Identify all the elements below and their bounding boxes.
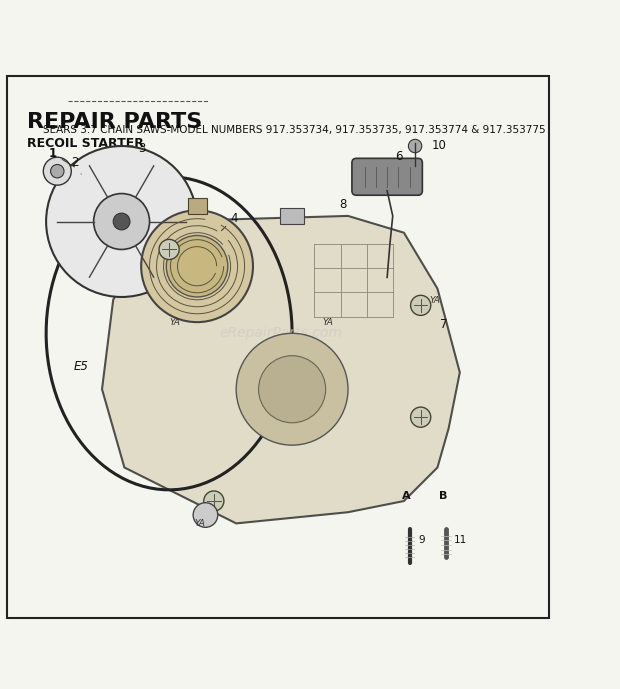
Text: 11: 11 <box>454 535 467 545</box>
FancyBboxPatch shape <box>352 158 422 195</box>
Text: eRepairParts.com: eRepairParts.com <box>219 327 342 340</box>
Text: RECOIL STARTER: RECOIL STARTER <box>27 136 143 150</box>
Circle shape <box>113 213 130 230</box>
Circle shape <box>141 210 253 322</box>
Circle shape <box>46 146 197 297</box>
Text: 2: 2 <box>71 156 81 174</box>
Text: YA: YA <box>169 318 180 327</box>
Circle shape <box>204 491 224 511</box>
Circle shape <box>410 407 431 427</box>
Text: 6: 6 <box>396 150 403 163</box>
Text: YA: YA <box>323 318 334 327</box>
Circle shape <box>236 333 348 445</box>
Text: E5: E5 <box>74 360 89 373</box>
Circle shape <box>159 239 179 260</box>
Text: A: A <box>402 491 411 501</box>
Text: 3: 3 <box>138 142 146 154</box>
Circle shape <box>166 236 228 297</box>
Circle shape <box>409 139 422 153</box>
FancyBboxPatch shape <box>188 198 206 214</box>
Text: 7: 7 <box>440 318 448 331</box>
Text: 5: 5 <box>194 260 206 278</box>
Circle shape <box>94 194 149 249</box>
Circle shape <box>410 296 431 316</box>
Text: 1: 1 <box>49 147 74 167</box>
Circle shape <box>51 165 64 178</box>
Text: 9: 9 <box>418 535 425 545</box>
Circle shape <box>193 503 218 527</box>
Circle shape <box>259 356 326 423</box>
Text: REPAIR PARTS: REPAIR PARTS <box>27 112 202 132</box>
Text: SEARS 3.7 CHAIN SAWS-MODEL NUMBERS 917.353734, 917.353735, 917.353774 & 917.3537: SEARS 3.7 CHAIN SAWS-MODEL NUMBERS 917.3… <box>43 125 546 135</box>
Text: 10: 10 <box>432 138 447 152</box>
Text: 4: 4 <box>221 212 238 231</box>
Polygon shape <box>102 216 460 524</box>
FancyBboxPatch shape <box>280 207 304 224</box>
Text: YA: YA <box>194 520 205 528</box>
Text: 8: 8 <box>340 198 347 211</box>
Text: B: B <box>439 491 447 501</box>
Text: YA: YA <box>429 296 440 305</box>
Circle shape <box>43 157 71 185</box>
